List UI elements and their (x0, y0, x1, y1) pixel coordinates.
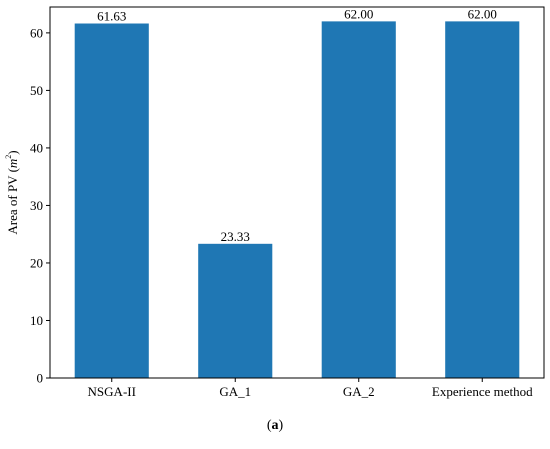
x-tick-label-1: NSGA-II (88, 384, 136, 399)
data-labels-group: 61.63 23.33 62.00 62.00 (97, 6, 497, 243)
data-label-1: 61.63 (97, 9, 126, 24)
bars-group (74, 21, 520, 379)
y-tick-label-1: 0 (37, 371, 44, 386)
caption-close: ) (278, 418, 284, 433)
data-label-4: 62.00 (468, 6, 497, 21)
y-axis-label: Area of PV (m2) (4, 150, 20, 234)
x-axis: NSGA-II GA_1 GA_2 Experience method (88, 378, 533, 399)
y-axis-label-close: ) (5, 150, 20, 154)
y-axis-label-sup: 2 (4, 155, 13, 159)
x-tick-label-2: GA_1 (219, 384, 251, 399)
caption-letter: a (271, 418, 279, 433)
y-tick-label-4: 30 (30, 198, 43, 213)
figure-caption: (a) (0, 418, 550, 434)
y-tick-label-3: 20 (30, 255, 43, 270)
y-tick-label-6: 50 (30, 83, 43, 98)
x-tick-label-3: GA_2 (343, 384, 375, 399)
bar-2 (198, 243, 273, 378)
data-label-2: 23.33 (221, 229, 250, 244)
y-axis-label-main: Area of PV ( (5, 168, 20, 235)
bar-4 (445, 21, 520, 378)
y-axis-label-unit: m (5, 159, 20, 168)
data-label-3: 62.00 (344, 6, 373, 21)
y-tick-label-2: 10 (30, 313, 43, 328)
y-tick-label-5: 40 (30, 140, 43, 155)
caption-open: ( (266, 418, 272, 433)
bar-1 (74, 23, 149, 379)
y-tick-label-7: 60 (30, 25, 43, 40)
y-axis: 0 10 20 30 40 50 60 (30, 25, 50, 386)
plot-frame (49, 6, 545, 379)
x-tick-label-4: Experience method (432, 384, 533, 399)
bar-3 (321, 21, 396, 378)
